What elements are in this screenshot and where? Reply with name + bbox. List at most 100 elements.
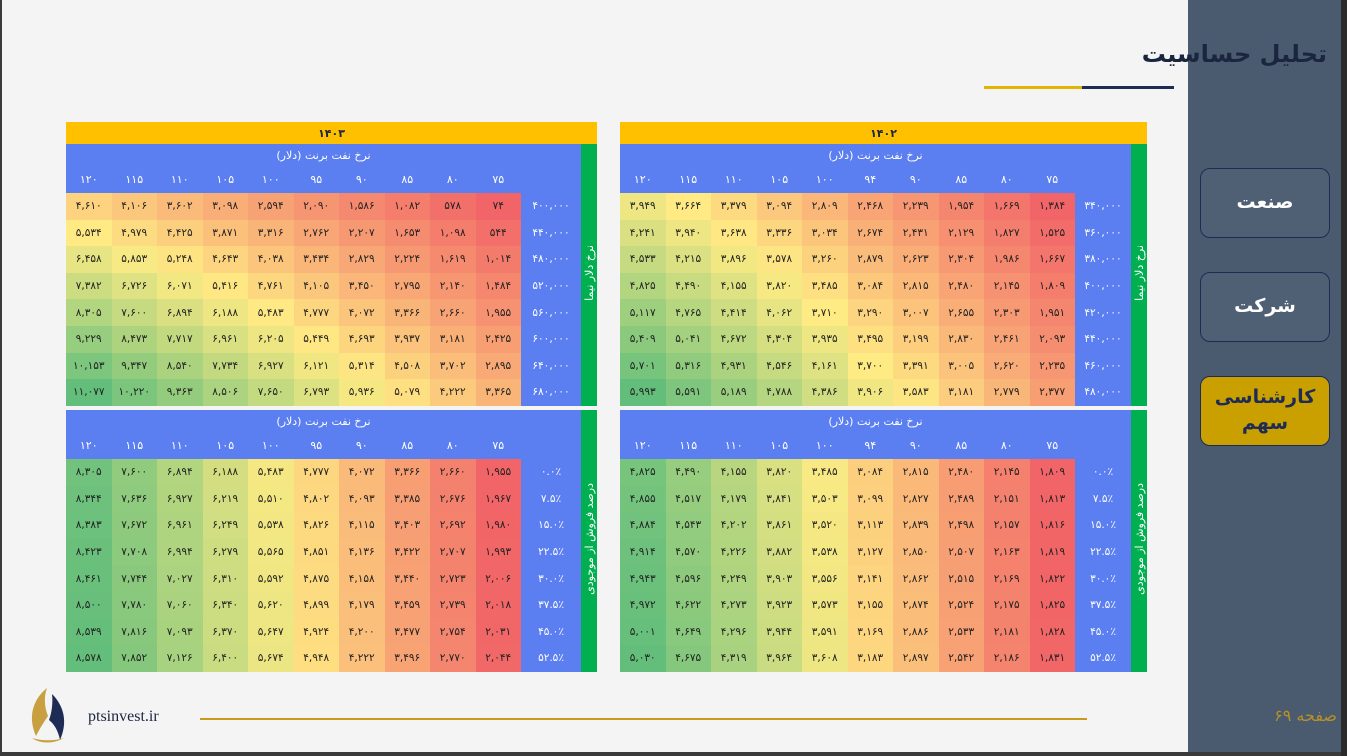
- table-side-label: نرخ دلار نیما: [1132, 245, 1146, 302]
- table-cell: ۴,۰۶۲: [756, 299, 802, 326]
- table-cell: ۶,۹۲۷: [157, 485, 203, 513]
- window-edge: [1341, 0, 1347, 756]
- table-cell: ۲,۴۶۸: [847, 193, 893, 220]
- table-cell: ۱,۹۹۳: [475, 538, 521, 566]
- column-header: ۱۰۰: [802, 432, 848, 459]
- table-cell: ۲,۷۷۹: [984, 379, 1030, 406]
- table-cell: ۶,۸۹۴: [157, 299, 203, 326]
- table-cell: ۶,۹۶۱: [202, 325, 248, 353]
- table-cell: ۵,۳۱۴: [339, 352, 385, 380]
- sensitivity-table-1402-sales: نرخ نفت برنت (دلار) درصد فروش از موجودی ۱۲…: [620, 410, 1148, 672]
- table-cell: ۷۴: [475, 193, 521, 220]
- table-row: ۴,۸۲۵ ۴,۴۹۰ ۴,۱۵۵ ۳,۸۲۰ ۳,۴۸۵ ۳,۰۸۴ ۲,۸۱۵ ۲,۴۸۰…: [620, 272, 1147, 300]
- nav-button-industry[interactable]: صنعت: [1200, 168, 1330, 238]
- table-row: ۵,۱۱۷ ۴,۷۶۵ ۴,۴۱۴ ۴,۰۶۲ ۳,۷۱۰ ۳,۲۹۰ ۳,۰۰۷ ۲,۶۵۵…: [620, 299, 1147, 326]
- table-cell: ۳,۷۱۰: [802, 299, 848, 326]
- nav-button-stock-valuation[interactable]: کارشناسی سهم: [1200, 376, 1330, 446]
- table-row: ۴,۹۷۲ ۴,۶۲۲ ۴,۲۷۳ ۳,۹۲۳ ۳,۵۷۳ ۳,۱۵۵ ۲,۸۷۴ ۲,۵۲۴…: [620, 591, 1147, 619]
- table-cell: ۴,۹۴۳: [620, 565, 666, 592]
- nav-button-company[interactable]: شرکت: [1200, 272, 1330, 342]
- table-row: ۵,۴۰۹ ۵,۰۴۱ ۴,۶۷۲ ۴,۳۰۴ ۳,۹۳۵ ۳,۴۹۵ ۳,۱۹۹ ۲,۸۳۰…: [620, 325, 1147, 353]
- table-cell: ۲,۱۴۵: [984, 459, 1030, 486]
- table-cell: ۶,۱۸۸: [202, 459, 248, 486]
- table-cell: ۷,۳۸۲: [66, 272, 112, 300]
- row-header: ۲۲.۵٪: [521, 538, 582, 566]
- table-cell: ۴,۶۷۵: [665, 645, 711, 672]
- table-cell: ۱,۴۸۴: [475, 272, 521, 300]
- row-header: ۳۶۰,۰۰۰: [1075, 219, 1131, 247]
- table-cell: ۴,۷۷۷: [293, 459, 339, 486]
- table-cell: ۴,۵۱۷: [665, 485, 711, 513]
- table-cell: ۶,۱۸۸: [202, 299, 248, 326]
- table-cell: ۳,۸۷۱: [202, 219, 248, 247]
- table-cell: ۳,۱۸۳: [847, 645, 893, 672]
- column-header: ۹۰: [339, 166, 385, 193]
- column-header: ۹۰: [339, 432, 385, 459]
- table-cell: ۳,۰۹۹: [847, 485, 893, 513]
- table-cell: ۲,۸۳۰: [938, 325, 984, 353]
- table-cell: ۶,۷۲۶: [111, 272, 157, 300]
- footer-website[interactable]: ptsinvest.ir: [88, 708, 159, 725]
- table-cell: ۲,۴۶۱: [984, 325, 1030, 353]
- table-cell: ۳,۰۸۴: [847, 459, 893, 486]
- table-cell: ۳,۴۹۵: [847, 325, 893, 353]
- table-cell: ۳,۰۳۴: [802, 219, 848, 247]
- table-cell: ۳,۰۰۵: [938, 352, 984, 380]
- table-cell: ۳,۶۰۸: [802, 645, 848, 672]
- table-cell: ۱۰,۲۲۰: [111, 379, 157, 406]
- table-cell: ۲,۰۱۸: [475, 591, 521, 619]
- column-header: ۱۱۰: [711, 166, 757, 193]
- table-cell: ۳,۳۹۱: [893, 352, 939, 380]
- table-cell: ۷,۶۵۰: [248, 379, 294, 406]
- table-cell: ۲,۱۸۶: [984, 645, 1030, 672]
- table-cell: ۲,۰۹۳: [1029, 325, 1075, 353]
- table-cell: ۳,۱۸۱: [430, 325, 476, 353]
- table-cell: ۴,۸۰۲: [293, 485, 339, 513]
- table-cell: ۳,۵۲۰: [802, 512, 848, 539]
- table-cell: ۲,۱۵۷: [984, 512, 1030, 539]
- corner-cell: [521, 166, 581, 193]
- column-header: ۸۵: [938, 166, 984, 193]
- table-cell: ۵,۴۸۳: [248, 299, 294, 326]
- table-cell: ۶,۲۱۹: [202, 485, 248, 513]
- table-cell: ۲,۸۷۹: [847, 246, 893, 273]
- table-cell: ۲,۰۹۰: [293, 193, 339, 220]
- table-cell: ۵۴۴: [475, 219, 521, 247]
- table-cell: ۵,۰۳۰: [620, 645, 666, 672]
- table-cell: ۲,۸۵۰: [893, 538, 939, 566]
- row-header: ۴۸۰,۰۰۰: [521, 246, 581, 273]
- table-cell: ۶,۴۰۰: [202, 645, 248, 672]
- table-row: ۱۰,۱۵۳ ۹,۳۴۷ ۸,۵۴۰ ۷,۷۳۴ ۶,۹۲۷ ۶,۱۲۱ ۵,۳۱۴ ۴,۵۰…: [66, 352, 597, 380]
- table-cell: ۷,۰۲۷: [157, 565, 203, 592]
- table-cell: ۲,۶۲۳: [893, 246, 939, 273]
- table-cell: ۵,۵۳۴: [66, 219, 112, 247]
- table-cell: ۳,۹۶۴: [756, 645, 802, 672]
- table-cell: ۳,۸۸۲: [756, 538, 802, 566]
- table-row: ۸,۳۰۵ ۷,۶۰۰ ۶,۸۹۴ ۶,۱۸۸ ۵,۴۸۳ ۴,۷۷۷ ۴,۰۷۲ ۳,۳۶۶…: [66, 299, 597, 326]
- row-header: ۷.۵٪: [521, 485, 582, 513]
- table-row: ۸,۴۲۳ ۷,۷۰۸ ۶,۹۹۴ ۶,۲۷۹ ۵,۵۶۵ ۴,۸۵۱ ۴,۱۳۶ ۳,۴۲۲…: [66, 538, 597, 566]
- table-cell: ۶,۲۴۹: [202, 512, 248, 539]
- table-cell: ۳,۳۶۶: [384, 459, 430, 486]
- table-cell: ۳,۴۴۰: [384, 565, 430, 592]
- table-row: ۹,۲۲۹ ۸,۴۷۳ ۷,۷۱۷ ۶,۹۶۱ ۶,۲۰۵ ۵,۴۴۹ ۴,۶۹۳ ۳,۹۳۷…: [66, 325, 597, 353]
- table-cell: ۳,۹۴۴: [756, 618, 802, 646]
- table-cell: ۳,۵۷۸: [756, 246, 802, 273]
- table-row: ۴,۹۴۳ ۴,۵۹۶ ۴,۲۴۹ ۳,۹۰۳ ۳,۵۵۶ ۳,۱۴۱ ۲,۸۶۲ ۲,۵۱۵…: [620, 565, 1147, 592]
- table-row: ۵,۰۰۱ ۴,۶۴۹ ۴,۲۹۶ ۳,۹۴۴ ۳,۵۹۱ ۳,۱۶۹ ۲,۸۸۶ ۲,۵۳۳…: [620, 618, 1147, 646]
- table-cell: ۳,۸۹۶: [711, 246, 757, 273]
- table-cell: ۳,۶۰۲: [157, 193, 203, 220]
- table-cell: ۵,۵۹۲: [248, 565, 294, 592]
- row-header: ۳۷.۵٪: [521, 591, 582, 619]
- table-side-label-cell: درصد فروش از موجودی: [581, 410, 598, 672]
- table-row: ۴,۶۱۰ ۴,۱۰۶ ۳,۶۰۲ ۳,۰۹۸ ۲,۵۹۴ ۲,۰۹۰ ۱,۵۸۶ ۱,۰۸۲…: [66, 193, 597, 220]
- table-row: ۷,۳۸۲ ۶,۷۲۶ ۶,۰۷۱ ۵,۴۱۶ ۴,۷۶۱ ۴,۱۰۵ ۳,۴۵۰ ۲,۷۹۵…: [66, 272, 597, 300]
- table-cell: ۳,۹۴۰: [665, 219, 711, 247]
- table-cell: ۳,۴۵۹: [384, 591, 430, 619]
- table-cell: ۵,۴۸۳: [248, 459, 294, 486]
- table-row: ۸,۵۷۸ ۷,۸۵۲ ۷,۱۲۶ ۶,۴۰۰ ۵,۶۷۴ ۴,۹۴۸ ۴,۲۲۲ ۳,۴۹۶…: [66, 645, 597, 672]
- table-cell: ۲,۵۴۲: [938, 645, 984, 672]
- table-cell: ۸,۴۲۳: [66, 538, 112, 566]
- table-cell: ۳,۱۲۷: [847, 538, 893, 566]
- table-cell: ۵,۸۵۳: [111, 246, 157, 273]
